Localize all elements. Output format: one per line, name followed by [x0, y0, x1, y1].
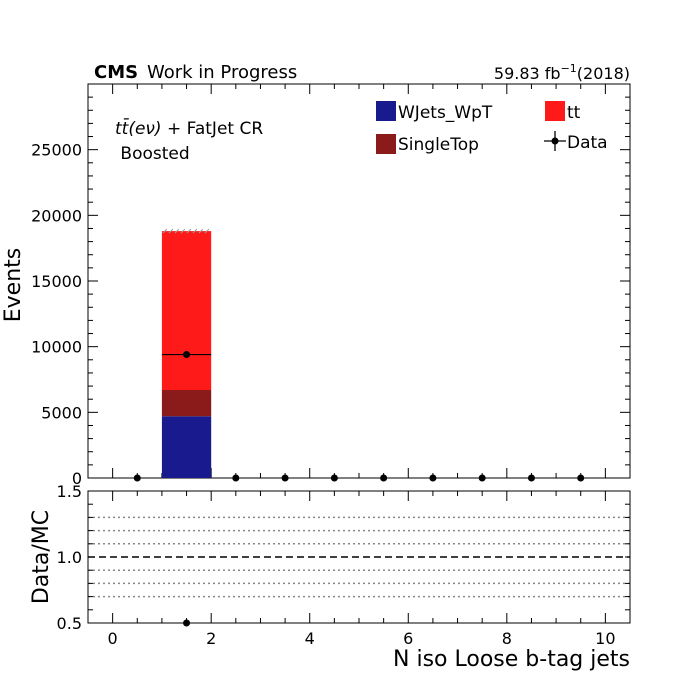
x-tick-label: 6 — [403, 629, 413, 648]
region-label-line2: Boosted — [115, 144, 190, 164]
lumi-exponent: −1 — [561, 62, 577, 75]
legend: WJets_WpT SingleTop tt Data — [376, 101, 608, 155]
main-panel: 0 5000 10000 15000 20000 25000 Events tt̄(eν)… — [1, 83, 631, 488]
data-point — [478, 474, 486, 482]
y-tick-label: 5000 — [41, 403, 82, 422]
legend-swatch-tt — [545, 101, 565, 121]
main-y-axis-label: Events — [1, 248, 26, 323]
data-point — [330, 474, 338, 482]
uncertainty-hatch — [174, 228, 180, 234]
legend-label-tt: tt — [567, 103, 581, 123]
bar-tt-bin-1 — [161, 231, 212, 391]
ratio-y-tick-label: 1.5 — [57, 482, 82, 501]
region-t: t — [115, 119, 123, 139]
status-label: Work in Progress — [147, 62, 297, 83]
y-tick-label: 0 — [72, 469, 82, 488]
data-point — [232, 474, 240, 482]
y-tick-label: 15000 — [31, 272, 82, 291]
y-tick-label: 10000 — [31, 338, 82, 357]
uncertainty-hatch — [186, 228, 192, 234]
x-axis-label: N iso Loose b-tag jets — [393, 647, 630, 672]
ratio-data-points — [183, 619, 191, 627]
lumi-year: (2018) — [577, 64, 630, 83]
uncertainty-hatch — [204, 228, 210, 234]
ratio-x-tick-labels: 0 2 4 6 8 10 — [108, 629, 616, 648]
ratio-data-point — [183, 619, 191, 627]
ratio-y-axis-label: Data/MC — [29, 510, 54, 604]
ratio-y-tick-labels: 0.5 1.0 1.5 — [57, 482, 82, 633]
x-tick-label: 10 — [595, 629, 615, 648]
data-point — [133, 474, 141, 482]
x-tick-label: 4 — [305, 629, 315, 648]
x-tick-label: 8 — [502, 629, 512, 648]
uncertainty-hatch — [180, 228, 186, 234]
uncertainty-hatch — [198, 228, 204, 234]
region-tbar: t̄ — [122, 117, 130, 139]
region-channel: (eν) — [128, 119, 161, 139]
data-point — [281, 474, 289, 482]
legend-label-data: Data — [567, 133, 608, 153]
data-point — [577, 474, 585, 482]
ratio-y-tick-label: 0.5 — [57, 614, 82, 633]
data-point — [380, 474, 388, 482]
legend-swatch-wjets — [376, 101, 396, 121]
region-label-line1: tt̄(eν) + FatJet CR — [115, 117, 263, 139]
ratio-panel: 0.5 1.0 1.5 0 2 4 6 8 10 Data/MC N iso Loose b-… — [29, 482, 631, 672]
experiment-label: CMS — [94, 62, 138, 83]
uncertainty-hatch — [192, 228, 198, 234]
uncertainty-hatch — [162, 228, 168, 234]
main-ticks — [88, 83, 630, 479]
data-point — [183, 351, 191, 359]
bar-wjets-bin-1 — [161, 416, 212, 478]
x-tick-label: 2 — [206, 629, 216, 648]
y-tick-label: 20000 — [31, 206, 82, 225]
legend-label-wjets: WJets_WpT — [398, 103, 493, 123]
y-tick-label: 25000 — [31, 141, 82, 160]
legend-marker-data-dot — [551, 137, 559, 145]
lumi-label: 59.83 fb−1(2018) — [494, 62, 630, 83]
ratio-reference-lines — [88, 516, 630, 598]
main-data-points — [133, 351, 585, 482]
legend-label-singletop: SingleTop — [398, 135, 479, 155]
lumi-value: 59.83 fb — [494, 64, 561, 83]
ratio-y-tick-label: 1.0 — [57, 548, 82, 567]
main-bars — [161, 228, 212, 478]
main-y-tick-labels: 0 5000 10000 15000 20000 25000 — [31, 141, 82, 488]
bar-singletop-bin-1 — [161, 390, 212, 417]
region-selection: + FatJet CR — [162, 119, 264, 139]
legend-swatch-singletop — [376, 134, 396, 154]
data-point — [527, 474, 535, 482]
uncertainty-hatch — [168, 228, 174, 234]
ratio-ticks — [88, 490, 630, 624]
x-tick-label: 0 — [108, 629, 118, 648]
data-point — [429, 474, 437, 482]
